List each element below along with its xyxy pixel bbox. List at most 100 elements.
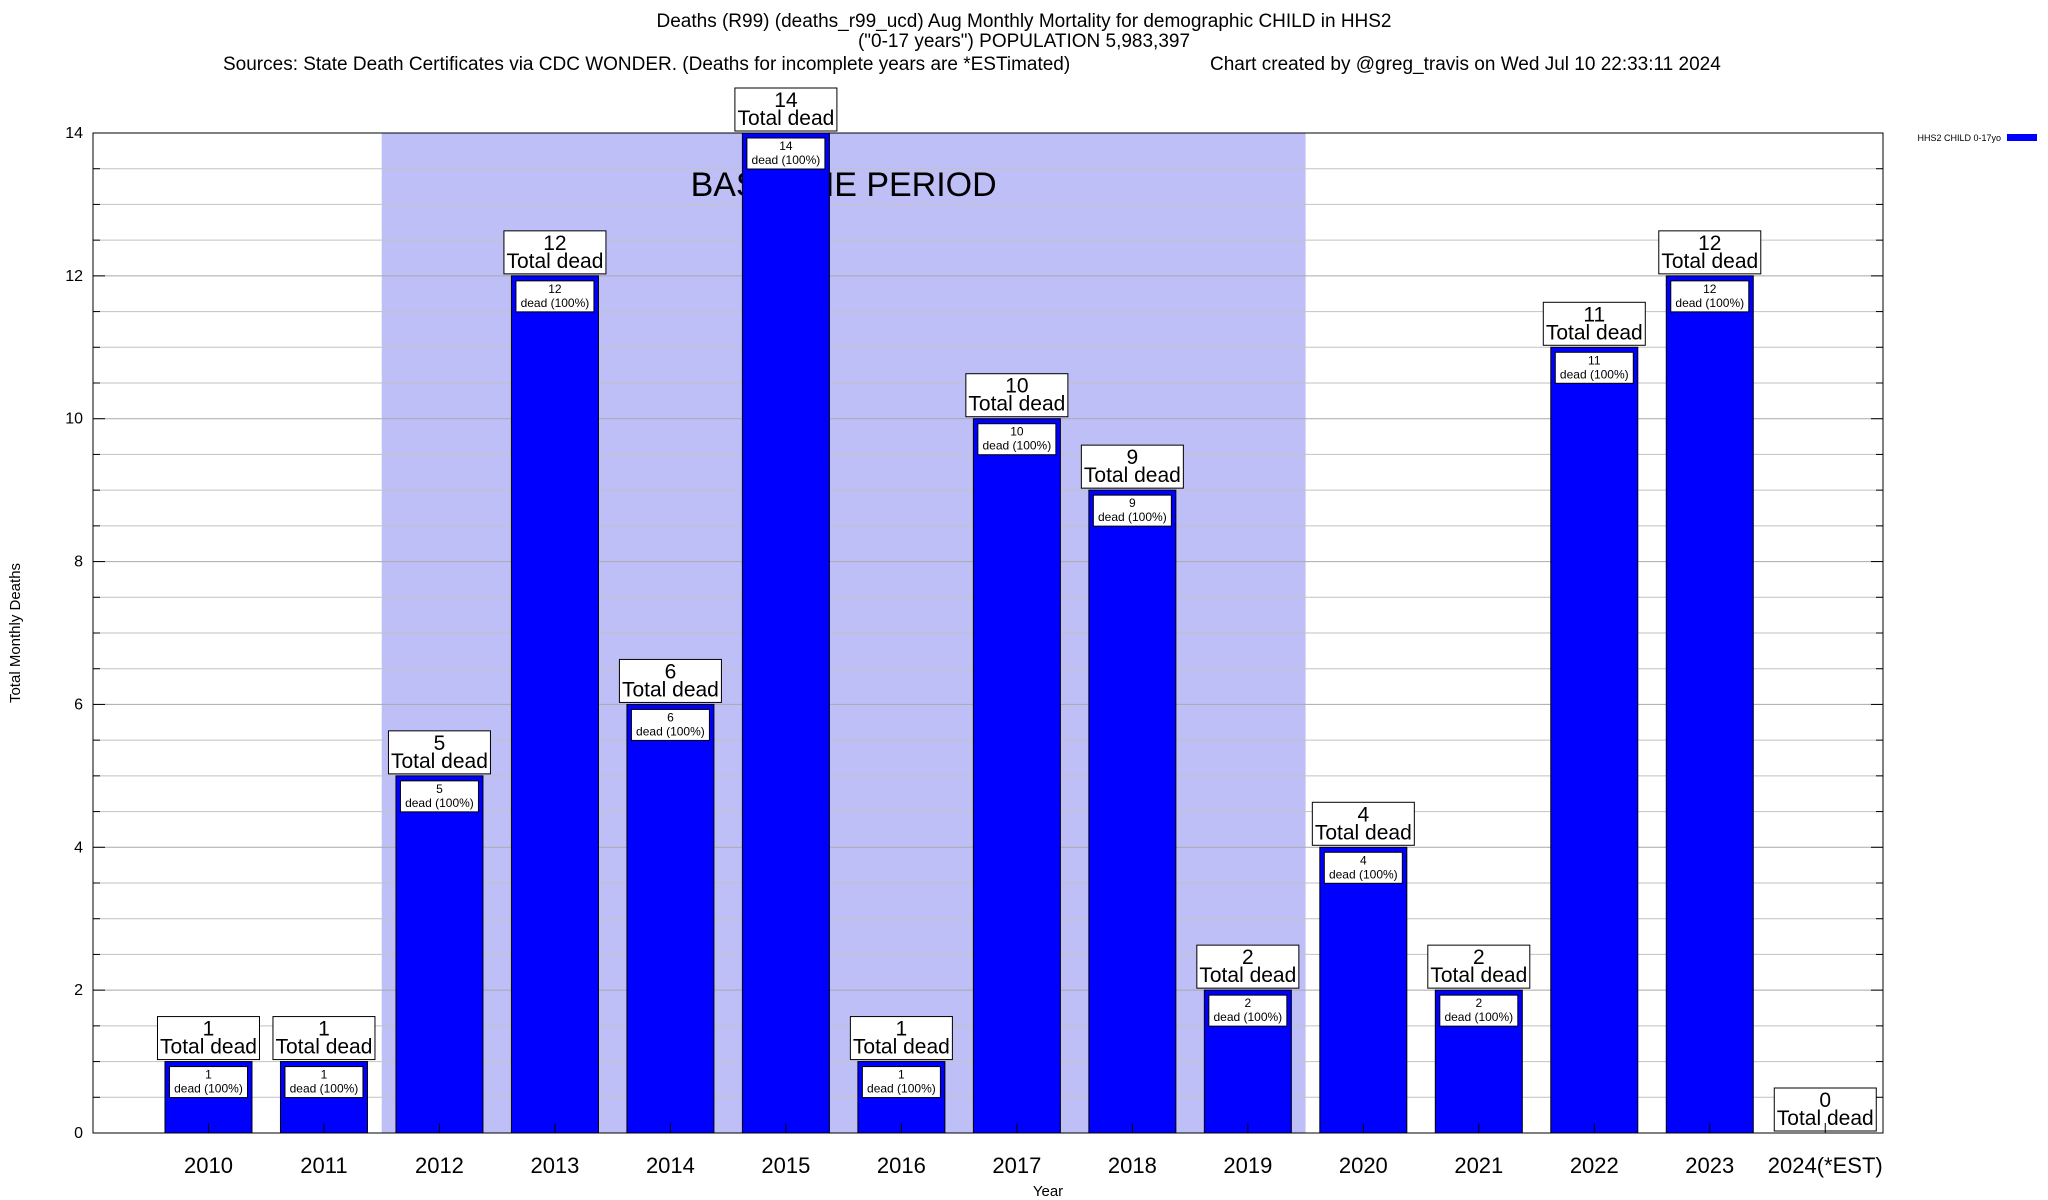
- bar-inner-value: 12: [548, 282, 562, 296]
- bar: [626, 703, 715, 1134]
- bar-total-value: 11: [1583, 303, 1605, 326]
- bar-inner-label-box: [1554, 351, 1634, 384]
- bar-inner-value: 10: [1010, 425, 1024, 439]
- bar-total-label-box: [1311, 801, 1415, 846]
- bar-inner-label: dead (100%): [290, 1082, 359, 1096]
- bar-inner-label-box: [1208, 994, 1288, 1027]
- bar-total-value: 1: [203, 1018, 215, 1041]
- y-tick-label: 4: [74, 839, 83, 856]
- x-tick-label: 2019: [1223, 1153, 1272, 1178]
- bar: [741, 132, 830, 1134]
- bar-inner-label: dead (100%): [521, 296, 590, 310]
- x-tick-label: 2024(*EST): [1768, 1153, 1883, 1178]
- bar-total-label-box: [849, 1016, 953, 1061]
- bar: [1088, 489, 1177, 1134]
- bar-inner-value: 2: [1475, 996, 1482, 1010]
- baseline-period-label: BASELINE PERIOD: [691, 166, 997, 204]
- bar-inner-label: dead (100%): [174, 1082, 243, 1096]
- x-tick-label: 2016: [877, 1153, 926, 1178]
- bar-total-label-box: [1080, 444, 1184, 489]
- bar-total-value: 6: [665, 660, 677, 683]
- bar-inner-label: dead (100%): [983, 439, 1052, 453]
- bar-total-label: Total dead: [1430, 964, 1527, 987]
- bar-inner-value: 14: [779, 139, 793, 153]
- bar-total-label: Total dead: [1777, 1107, 1874, 1130]
- bar-inner-label-box: [1439, 994, 1519, 1027]
- x-tick-label: 2023: [1685, 1153, 1734, 1178]
- bar-inner-label: dead (100%): [1329, 867, 1398, 881]
- bar-inner-label: dead (100%): [1213, 1010, 1282, 1024]
- bar-inner-label: dead (100%): [1098, 510, 1167, 524]
- bar-total-value: 12: [543, 232, 566, 255]
- x-tick-label: 2015: [761, 1153, 810, 1178]
- bar-inner-value: 5: [436, 782, 443, 796]
- bar-total-label-box: [503, 230, 607, 275]
- bar-total-label-box: [1658, 230, 1762, 275]
- bar-inner-label-box: [861, 1066, 941, 1099]
- bar-inner-value: 2: [1244, 996, 1251, 1010]
- chart-title-line-2: ("0-17 years") POPULATION 5,983,397: [857, 31, 1191, 52]
- bar-total-label: Total dead: [1546, 321, 1643, 344]
- bar-total-value: 4: [1357, 803, 1369, 826]
- bar-total-value: 5: [434, 732, 446, 755]
- bar-inner-label-box: [168, 1066, 248, 1099]
- bar: [510, 275, 599, 1134]
- bar-total-value: 1: [318, 1018, 330, 1041]
- x-tick-label: 2017: [992, 1153, 1041, 1178]
- bar-total-value: 10: [1005, 375, 1028, 398]
- bar: [395, 775, 484, 1134]
- bar-inner-label-box: [977, 423, 1057, 456]
- bar-total-value: 9: [1127, 446, 1139, 469]
- bar-inner-label-box: [1092, 494, 1172, 527]
- bar-total-value: 14: [774, 89, 798, 112]
- bar-total-label: Total dead: [160, 1036, 257, 1059]
- x-axis-label: Year: [1033, 1183, 1063, 1200]
- bar-inner-label: dead (100%): [1444, 1010, 1513, 1024]
- chart-credit: Chart created by @greg_travis on Wed Jul…: [1210, 54, 1721, 75]
- bar-inner-label-box: [746, 137, 826, 170]
- bar: [1550, 346, 1639, 1134]
- bar-inner-value: 1: [321, 1068, 328, 1082]
- bar-inner-label: dead (100%): [867, 1082, 936, 1096]
- y-tick-label: 8: [74, 554, 83, 571]
- bar-inner-value: 11: [1588, 353, 1601, 367]
- legend-swatch: [2007, 134, 2037, 141]
- y-tick-label: 12: [65, 268, 83, 285]
- bar-total-label: Total dead: [1084, 464, 1181, 487]
- bar-total-value: 2: [1473, 946, 1485, 969]
- y-tick-label: 6: [74, 696, 83, 713]
- bar-total-label: Total dead: [1661, 250, 1758, 273]
- bar-inner-label-box: [284, 1066, 364, 1099]
- bar-total-label-box: [272, 1016, 376, 1061]
- legend-label: HHS2 CHILD 0-17yo: [1917, 133, 2001, 143]
- y-tick-label: 2: [74, 982, 83, 999]
- bar-inner-label-box: [1323, 851, 1403, 884]
- bar-total-label: Total dead: [391, 750, 488, 773]
- bar-total-label-box: [156, 1016, 260, 1061]
- bar-total-value: 12: [1698, 232, 1721, 255]
- chart-title-line-1: Deaths (R99) (deaths_r99_ucd) Aug Monthl…: [656, 11, 1392, 32]
- bar-total-value: 2: [1242, 946, 1254, 969]
- y-tick-label: 10: [65, 411, 83, 428]
- bar-inner-value: 1: [898, 1068, 905, 1082]
- x-tick-label: 2010: [184, 1153, 233, 1178]
- bar-total-label-box: [618, 658, 722, 703]
- bar-total-label-box: [965, 373, 1069, 418]
- bar-total-label-box: [1427, 944, 1531, 989]
- bar-total-label-box: [1542, 301, 1646, 346]
- bar: [1665, 275, 1754, 1134]
- bar-inner-label: dead (100%): [1560, 367, 1629, 381]
- bar-inner-value: 6: [667, 710, 674, 724]
- bar-total-label-box: [387, 730, 491, 775]
- bar-inner-label-box: [630, 708, 710, 741]
- bar-total-label: Total dead: [968, 393, 1065, 416]
- x-tick-label: 2020: [1339, 1153, 1388, 1178]
- bar-inner-label-box: [1670, 280, 1750, 313]
- bar-total-label: Total dead: [1315, 821, 1412, 844]
- x-tick-label: 2013: [530, 1153, 579, 1178]
- bar-total-value: 1: [896, 1018, 908, 1041]
- bar-inner-label-box: [399, 780, 479, 813]
- y-tick-label: 0: [74, 1125, 83, 1142]
- bar-total-label-box: [734, 87, 838, 132]
